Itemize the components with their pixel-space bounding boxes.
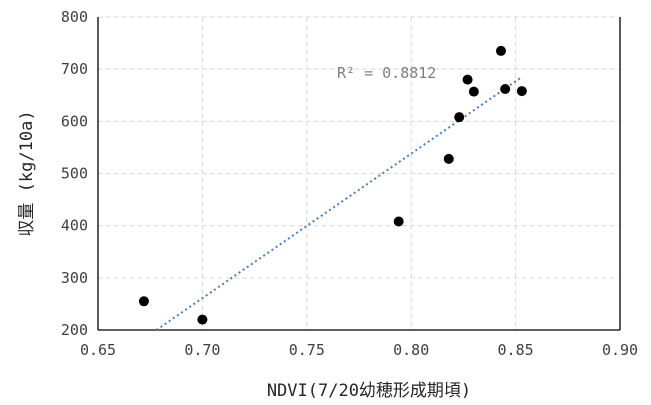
y-tick-label: 700	[61, 60, 88, 78]
data-point	[500, 83, 511, 94]
y-tick-label: 800	[61, 8, 88, 26]
y-axis-title: 収量 (kg/10a)	[17, 110, 37, 236]
y-tick-label: 600	[61, 112, 88, 130]
y-tick-label: 500	[61, 165, 88, 183]
x-tick-label: 0.70	[184, 341, 220, 359]
data-points	[138, 45, 527, 325]
data-point	[462, 74, 473, 85]
data-point	[443, 153, 454, 164]
x-tick-label: 0.90	[602, 341, 638, 359]
data-point	[468, 86, 479, 97]
x-tick-label: 0.75	[289, 341, 325, 359]
data-point	[393, 216, 404, 227]
y-tick-label: 200	[61, 321, 88, 339]
grid-lines	[98, 16, 620, 330]
trendline	[155, 76, 523, 331]
x-tick-label: 0.80	[393, 341, 429, 359]
data-point	[495, 45, 506, 56]
r-squared-annotation: R² = 0.8812	[337, 64, 436, 82]
data-point	[138, 296, 149, 307]
x-tick-label: 0.85	[498, 341, 534, 359]
trendline-group	[155, 76, 523, 331]
x-axis-title: NDVI(7/20幼穂形成期頃)	[267, 381, 471, 401]
data-point	[454, 112, 465, 123]
axes	[97, 17, 621, 331]
y-tick-label: 300	[61, 269, 88, 287]
y-tick-label: 400	[61, 217, 88, 235]
x-tick-label: 0.65	[80, 341, 116, 359]
data-point	[516, 86, 527, 97]
data-point	[197, 314, 208, 325]
tick-labels: 200 300 400 500 600 700 800 0.65 0.70 0.75 0.80 0.8…	[61, 8, 638, 359]
